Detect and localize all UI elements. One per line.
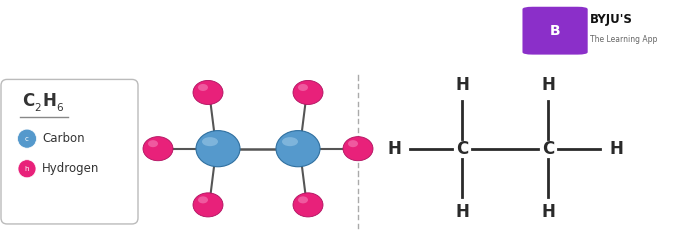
Text: The Learning App: The Learning App — [590, 35, 658, 44]
Ellipse shape — [143, 137, 173, 161]
Text: H: H — [609, 140, 623, 158]
Text: H: H — [42, 92, 56, 110]
FancyBboxPatch shape — [523, 7, 588, 55]
Text: B: B — [550, 24, 561, 38]
Ellipse shape — [193, 80, 223, 105]
Text: Carbon: Carbon — [42, 132, 85, 145]
Text: C: C — [456, 140, 468, 158]
FancyBboxPatch shape — [1, 80, 138, 224]
Ellipse shape — [148, 140, 158, 147]
Text: ETHANE STRUCTURE: ETHANE STRUCTURE — [22, 19, 277, 39]
Text: C: C — [542, 140, 554, 158]
Ellipse shape — [293, 80, 323, 105]
Ellipse shape — [198, 84, 208, 91]
Text: H: H — [455, 76, 469, 94]
Ellipse shape — [276, 131, 320, 167]
Circle shape — [18, 160, 36, 178]
Text: 6: 6 — [56, 102, 62, 113]
Ellipse shape — [196, 131, 240, 167]
Ellipse shape — [298, 196, 308, 203]
Circle shape — [18, 129, 37, 148]
Text: H: H — [541, 203, 555, 221]
Text: H: H — [541, 76, 555, 94]
Text: H: H — [387, 140, 401, 158]
Ellipse shape — [282, 137, 298, 146]
Ellipse shape — [348, 140, 358, 147]
Text: Hydrogen: Hydrogen — [42, 162, 100, 175]
Text: h: h — [25, 166, 29, 172]
Text: C: C — [22, 92, 35, 110]
Ellipse shape — [343, 137, 373, 161]
Ellipse shape — [198, 196, 208, 203]
Ellipse shape — [202, 137, 218, 146]
Text: 2: 2 — [34, 102, 41, 113]
Text: H: H — [455, 203, 469, 221]
Ellipse shape — [293, 193, 323, 217]
Ellipse shape — [193, 193, 223, 217]
Text: BYJU'S: BYJU'S — [590, 13, 633, 26]
Text: c: c — [25, 136, 29, 142]
Ellipse shape — [298, 84, 308, 91]
